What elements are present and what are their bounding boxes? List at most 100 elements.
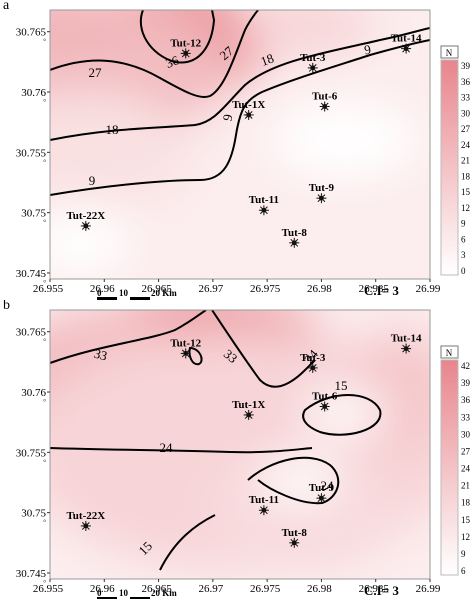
low-value-zone xyxy=(270,102,420,178)
x-tick-label: 26.975 xyxy=(250,583,281,595)
contour-line xyxy=(50,39,430,196)
well-icon xyxy=(322,104,328,110)
well-marker: Tut-22X xyxy=(66,510,105,531)
well-icon-ray xyxy=(322,494,326,497)
legend-colorbar xyxy=(440,359,459,576)
y-tick-label: 30.75 xyxy=(21,508,46,520)
well-label: Tut-22X xyxy=(66,210,105,222)
well-icon-ray xyxy=(250,116,253,119)
y-tick-label: 30.745 xyxy=(16,568,47,580)
well-label: Tut-6 xyxy=(312,391,338,403)
legend-tick-label: 36 xyxy=(461,395,471,405)
legend-tick-label: 18 xyxy=(461,171,471,181)
well-marker: Tut-11 xyxy=(249,494,279,516)
well-label: Tut-3 xyxy=(300,352,326,364)
well-label: Tut-3 xyxy=(300,52,326,64)
well-icon-ray xyxy=(259,211,263,215)
well-icon-ray xyxy=(181,354,185,358)
degree-mark: ° xyxy=(43,338,46,346)
legend-tick-label: 12 xyxy=(461,203,470,213)
well-icon-ray xyxy=(181,54,185,58)
north-arrow: N xyxy=(440,345,459,359)
low-value-zone xyxy=(305,390,385,434)
well-icon-ray xyxy=(290,238,293,242)
well-marker: Tut-12 xyxy=(170,337,202,359)
contour-value: 27 xyxy=(89,65,103,80)
well-marker: Tut-14 xyxy=(391,333,422,354)
contour-lines xyxy=(50,10,430,196)
legend-tick-label: 27 xyxy=(461,446,471,456)
well-icon xyxy=(183,50,189,56)
scale-label: 10 xyxy=(119,288,129,298)
well-icon-ray xyxy=(295,244,299,247)
contour-label: 18 xyxy=(258,50,275,69)
legend-tick-label: 18 xyxy=(461,498,471,508)
degree-mark: ° xyxy=(43,158,46,166)
well-icon-ray xyxy=(181,349,185,353)
x-tick-label: 26.965 xyxy=(141,583,172,595)
well-marker: Tut-3 xyxy=(300,352,326,373)
legend-colorbar xyxy=(440,59,459,276)
legend-tick-label: 21 xyxy=(461,481,470,491)
well-icon-ray xyxy=(407,44,411,48)
well-label: Tut-14 xyxy=(391,33,422,45)
well-icon-ray xyxy=(81,527,85,530)
degree-mark: ° xyxy=(43,579,46,587)
well-icon-ray xyxy=(326,102,329,106)
well-icon-ray xyxy=(244,416,248,419)
contour-value: 9 xyxy=(220,113,236,122)
well-icon xyxy=(403,346,409,352)
well-icon-ray xyxy=(265,511,268,515)
x-tick-label: 26.98 xyxy=(307,583,332,595)
well-icon-ray xyxy=(244,111,248,114)
well-icon-ray xyxy=(407,50,411,53)
contour-label: 27 xyxy=(89,65,103,80)
well-icon-ray xyxy=(402,350,405,353)
contour-line xyxy=(247,456,340,505)
legend-tick-label: 39 xyxy=(461,61,471,71)
y-tick-label: 30.765 xyxy=(16,327,47,339)
legend-tick-label: 33 xyxy=(461,93,471,103)
contour-map-b: b33 33 242415241530.765°30.76°30.755°30.75… xyxy=(3,300,471,599)
contour-line xyxy=(139,10,216,64)
y-tick-label: 30.76 xyxy=(21,87,46,99)
x-tick-label: 26.975 xyxy=(250,283,281,295)
legend-tick-label: 27 xyxy=(461,124,471,134)
legend-tick-label: 21 xyxy=(461,156,470,166)
well-label: Tut-12 xyxy=(170,37,201,49)
legend-tick-label: 30 xyxy=(461,429,471,439)
well-icon-ray xyxy=(326,402,329,406)
north-arrow-icon: N xyxy=(446,48,453,58)
well-icon-ray xyxy=(187,354,190,358)
well-label: Tut-12 xyxy=(170,337,201,349)
well-icon xyxy=(291,540,297,546)
contour-value: 24 xyxy=(321,478,335,493)
well-icon-ray xyxy=(402,344,405,348)
well-icon-ray xyxy=(265,206,268,209)
well-icon-ray xyxy=(187,54,190,58)
contour-line xyxy=(211,310,316,388)
well-icon xyxy=(246,412,252,418)
scale-label: 0 xyxy=(97,288,102,298)
map-panel-a: a 36 27 27 18 18 9 9 9 30.765 ° 30.76 ° 30.755 ° 30.75 °… xyxy=(3,0,471,300)
degree-mark: ° xyxy=(43,98,46,106)
well-icon-ray xyxy=(326,407,329,411)
legend-tick-label: 6 xyxy=(461,234,466,244)
x-tick-label: 26.97 xyxy=(198,583,223,595)
well-icon-ray xyxy=(81,227,85,230)
intensity-blob xyxy=(50,90,190,210)
well-label: Tut-11 xyxy=(249,494,279,506)
contour-line xyxy=(50,310,207,364)
well-icon-ray xyxy=(81,222,85,225)
low-value-zone xyxy=(260,458,340,502)
well-icon-ray xyxy=(295,238,299,242)
contour-line xyxy=(302,394,382,436)
well-marker: Tut-8 xyxy=(282,527,307,548)
contour-value: 18 xyxy=(258,50,275,69)
well-icon xyxy=(83,223,89,229)
well-icon-ray xyxy=(187,349,190,353)
x-tick-label: 26.965 xyxy=(141,283,172,295)
y-tick-label: 30.75 xyxy=(21,208,46,220)
contour-label: 9 xyxy=(89,173,96,188)
y-tick-label: 30.745 xyxy=(16,268,47,280)
